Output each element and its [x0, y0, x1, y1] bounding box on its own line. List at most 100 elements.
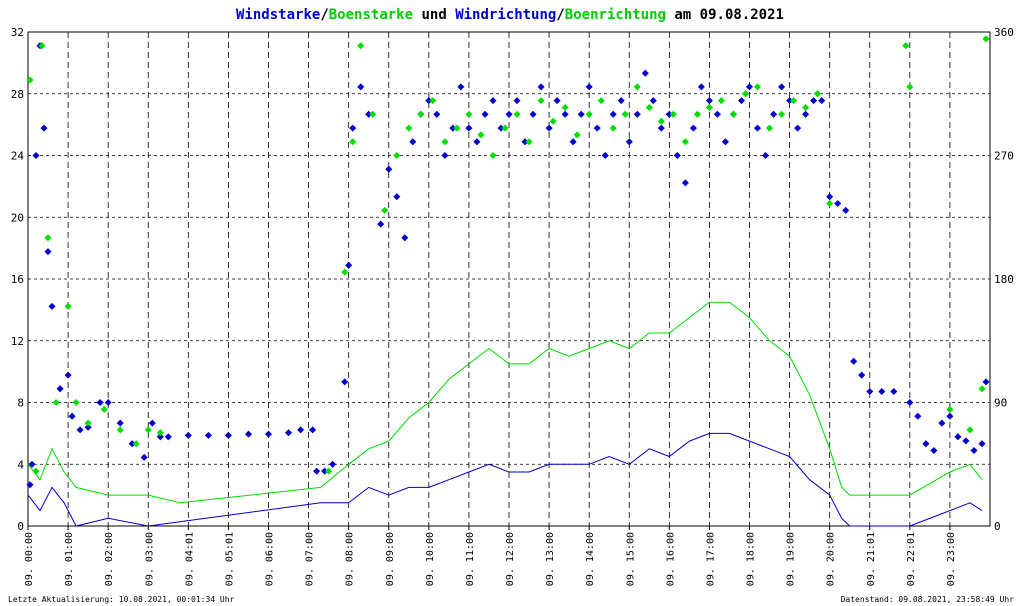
y-left-tick-label: 4 — [17, 458, 24, 471]
series-point-windrichtung — [890, 387, 898, 396]
series-point-windrichtung — [761, 151, 770, 160]
series-point-windrichtung — [341, 378, 349, 386]
series-point-windrichtung — [28, 460, 36, 468]
x-tick-label: 09. 03:00 — [144, 532, 155, 586]
series-point-windrichtung — [345, 261, 353, 269]
series-point-windrichtung — [593, 124, 601, 132]
series-point-windrichtung — [914, 412, 922, 420]
series-point-boenrichtung — [453, 124, 461, 132]
series-point-windrichtung — [770, 110, 778, 118]
series-point-boenrichtung — [778, 110, 786, 118]
y-axis-right: 0 90 180 270 360 — [994, 26, 1014, 533]
series-point-windrichtung — [164, 433, 172, 441]
series-point-windrichtung — [365, 110, 373, 118]
series-point-boenrichtung — [693, 110, 701, 118]
x-tick-label: 09. 13:00 — [545, 532, 556, 586]
series-point-windrichtung — [673, 151, 681, 160]
series-point-windrichtung — [409, 138, 417, 146]
x-tick-label: 09. 11:00 — [465, 532, 476, 586]
series-point-windrichtung — [128, 440, 136, 448]
series-point-windrichtung — [481, 110, 489, 118]
series-point-boenrichtung — [982, 35, 990, 43]
series-point-windrichtung — [665, 110, 673, 118]
x-tick-label: 09. 14:00 — [585, 532, 596, 586]
series-point-windrichtung — [349, 124, 357, 132]
series-point-boenrichtung — [465, 110, 473, 118]
title-part: / — [320, 7, 328, 23]
series-point-windrichtung — [938, 419, 946, 427]
series-point-windrichtung — [357, 83, 365, 91]
series-point-windrichtung — [449, 124, 457, 132]
series-point-boenrichtung — [72, 398, 80, 407]
series-point-windrichtung — [657, 124, 665, 132]
series-point-windrichtung — [156, 433, 164, 441]
x-tick-label: 09. 20:00 — [826, 532, 837, 586]
series-point-windrichtung — [970, 446, 978, 455]
series-point-windrichtung — [44, 248, 52, 256]
series-point-boenrichtung — [381, 206, 389, 214]
x-tick-label: 09. 19:00 — [786, 532, 797, 586]
x-tick-label: 09. 21:01 — [866, 532, 877, 586]
series-point-boenrichtung — [753, 83, 762, 91]
series-point-windrichtung — [753, 124, 762, 132]
series-point-windrichtung — [140, 453, 148, 461]
y-left-tick-label: 12 — [11, 335, 24, 348]
series-point-windrichtung — [425, 97, 433, 105]
series-point-boenrichtung — [537, 97, 545, 105]
series-point-windrichtung — [513, 97, 521, 105]
series-point-windrichtung — [794, 124, 802, 132]
series-point-windrichtung — [329, 460, 337, 468]
series-point-windrichtung — [842, 206, 850, 214]
x-tick-label: 09. 17:00 — [705, 532, 716, 586]
series-point-boenrichtung — [325, 467, 333, 475]
series-point-boenrichtung — [405, 124, 413, 132]
series-point-windrichtung — [697, 83, 705, 91]
series-point-windrichtung — [721, 138, 729, 146]
series-point-windrichtung — [778, 83, 786, 91]
series-point-boenrichtung — [657, 117, 665, 125]
series-point-windrichtung — [40, 124, 48, 132]
series-point-windrichtung — [393, 193, 401, 201]
series-point-windrichtung — [441, 151, 449, 160]
series-point-boenrichtung — [32, 467, 40, 475]
series-point-boenrichtung — [597, 97, 605, 105]
series-point-boenrichtung — [513, 110, 521, 118]
title-part: Boenstarke — [329, 7, 413, 23]
series-point-windrichtung — [385, 165, 393, 173]
series-point-windrichtung — [297, 426, 305, 434]
series-point-windrichtung — [545, 124, 553, 132]
series-point-boenrichtung — [561, 103, 569, 112]
series-point-boenrichtung — [489, 151, 497, 160]
series-point-windrichtung — [76, 426, 84, 434]
series-point-windrichtung — [922, 440, 930, 448]
series-point-windrichtung — [737, 97, 746, 105]
series-point-windrichtung — [561, 110, 569, 118]
series-point-boenrichtung — [357, 42, 365, 50]
y-left-tick-label: 8 — [17, 397, 24, 410]
series-point-windrichtung — [148, 419, 156, 427]
y-left-tick-label: 28 — [11, 88, 24, 101]
x-tick-label: 09. 23:00 — [946, 532, 957, 586]
series-point-boenrichtung — [501, 124, 509, 132]
series-point-windrichtung — [826, 193, 834, 201]
series-point-windrichtung — [850, 357, 858, 365]
y-axis-left: 0 4 8 12 16 20 24 28 32 — [11, 26, 25, 533]
x-tick-label: 09. 02:00 — [104, 532, 115, 586]
series-point-windrichtung — [244, 430, 253, 438]
x-tick-label: 09. 22:01 — [906, 532, 917, 586]
x-tick-label: 09. 04:01 — [184, 532, 195, 586]
series-point-windrichtung — [858, 371, 866, 379]
series-point-windrichtung — [553, 97, 561, 105]
series-point-windrichtung — [321, 467, 329, 475]
series-point-boenrichtung — [609, 124, 617, 132]
series-point-boenrichtung — [369, 110, 377, 118]
series-point-windrichtung — [377, 220, 385, 228]
series-point-boenrichtung — [906, 83, 914, 91]
series-point-boenrichtung — [966, 426, 974, 434]
series-point-windrichtung — [204, 431, 212, 439]
series-point-boenrichtung — [741, 90, 750, 98]
series-point-boenrichtung — [52, 398, 60, 407]
series-point-boenrichtung — [681, 138, 689, 146]
series-point-windrichtung — [84, 423, 92, 431]
x-tick-label: 09. 01:00 — [64, 532, 75, 586]
